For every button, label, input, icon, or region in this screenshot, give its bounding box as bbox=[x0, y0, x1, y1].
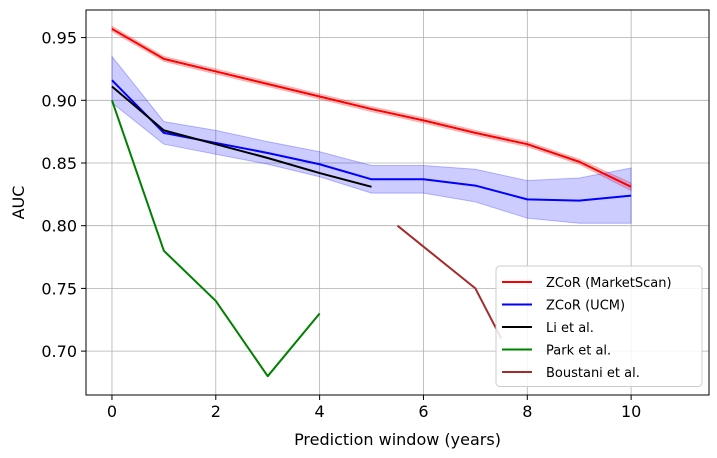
legend-label-zcor-ucm: ZCoR (UCM) bbox=[546, 299, 625, 314]
y-tick-label: 0.70 bbox=[41, 342, 77, 361]
legend-label-park-et-al: Park et al. bbox=[546, 344, 611, 359]
li-et-al-line bbox=[111, 85, 372, 188]
series-lines bbox=[111, 27, 632, 378]
x-tick-label: 10 bbox=[621, 402, 641, 421]
boustani-et-al-line bbox=[396, 224, 503, 340]
legend-label-zcor-marketscan: ZCoR (MarketScan) bbox=[546, 276, 672, 291]
x-axis-label: Prediction window (years) bbox=[294, 430, 501, 449]
x-tick-label: 4 bbox=[315, 402, 325, 421]
x-tick-label: 0 bbox=[107, 402, 117, 421]
plot-frame bbox=[85, 9, 710, 396]
y-tick-label: 0.80 bbox=[41, 217, 77, 236]
x-tick-label: 8 bbox=[522, 402, 532, 421]
zcor-ucm-confidence-band bbox=[111, 54, 632, 224]
axis-ticks: 0 2 4 6 8 10 0.70 0.75 0.80 0.85 0.90 0.95 bbox=[41, 29, 641, 421]
legend-box bbox=[495, 265, 703, 387]
legend-label-li-et-al: Li et al. bbox=[546, 321, 594, 336]
x-tick-label: 6 bbox=[418, 402, 428, 421]
y-tick-label: 0.95 bbox=[41, 29, 77, 48]
legend-label-boustani-et-al: Boustani et al. bbox=[546, 366, 640, 381]
park-et-al-line bbox=[111, 99, 321, 378]
y-tick-label: 0.85 bbox=[41, 154, 77, 173]
y-tick-label: 0.90 bbox=[41, 91, 77, 110]
zcor-marketscan-line bbox=[111, 27, 632, 188]
y-tick-label: 0.75 bbox=[41, 279, 77, 298]
x-tick-label: 2 bbox=[211, 402, 221, 421]
legend: ZCoR (MarketScan) ZCoR (UCM) Li et al. Park… bbox=[495, 265, 703, 387]
y-axis-label: AUC bbox=[9, 186, 28, 220]
